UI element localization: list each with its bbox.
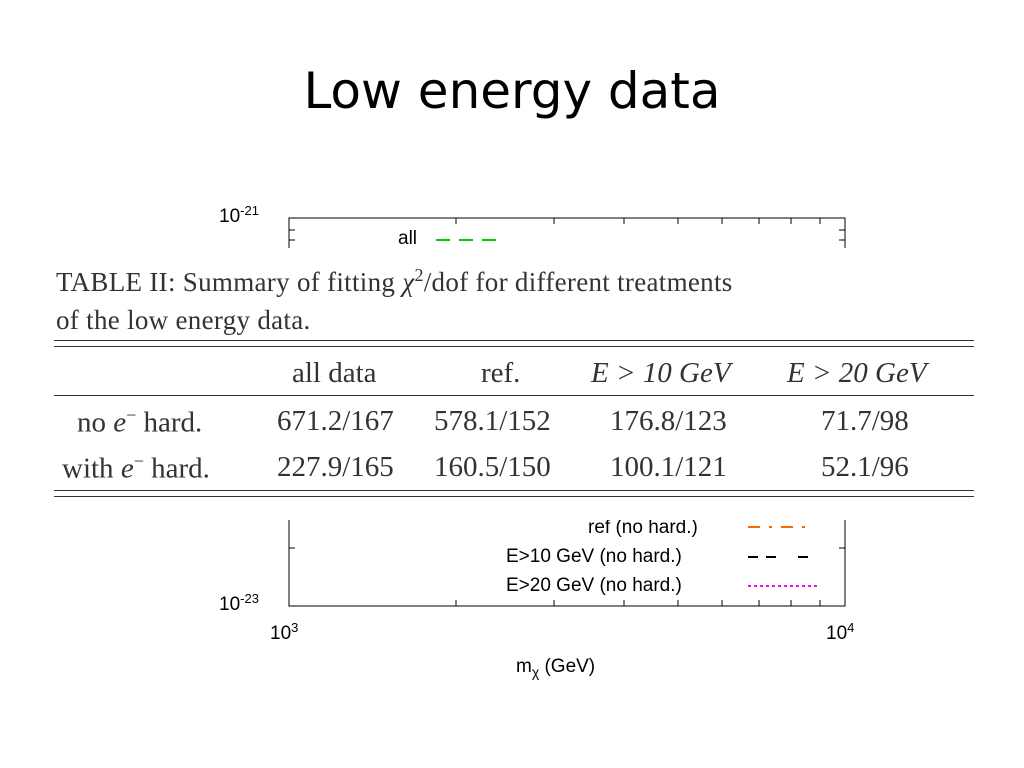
x-tick-right: 104 [826, 620, 855, 644]
legend-entry-ref: ref (no hard.) [588, 517, 698, 538]
y-tick-top: 10-21 [219, 203, 259, 227]
table-cell: 52.1/96 [821, 451, 909, 483]
legend-entry-e20: E>20 GeV (no hard.) [506, 575, 682, 596]
table-cell: 176.8/123 [610, 405, 727, 437]
legend-entry-all: all [398, 228, 418, 249]
side-ticks [289, 229, 845, 549]
table-cell: 578.1/152 [434, 405, 551, 437]
legend-entry-e10: E>10 GeV (no hard.) [506, 546, 682, 567]
table-caption-line2: of the low energy data. [56, 305, 311, 335]
table-rule-header [54, 395, 974, 396]
table-rule-top-2 [54, 346, 974, 347]
slide-title: Low energy data [303, 62, 721, 120]
table-caption-line1: TABLE II: Summary of fitting χ2/dof for … [56, 265, 733, 297]
table-row-label: no e− hard. [77, 405, 203, 439]
table-cell: 160.5/150 [434, 451, 551, 483]
table-header-e10: E > 10 GeV [591, 357, 731, 389]
table-image [0, 248, 1024, 520]
table-header-ref: ref. [481, 357, 521, 389]
legend-line-e20 [748, 585, 818, 587]
legend-line-all [436, 239, 504, 241]
table-row-label: with e− hard. [62, 451, 210, 485]
table-cell: 71.7/98 [821, 405, 909, 437]
table-caption: TABLE II: Summary of fitting χ2/dof for … [56, 256, 956, 339]
y-tick-bottom: 10-23 [219, 591, 259, 615]
x-axis-label: mχ (GeV) [516, 656, 596, 680]
table-rule-bottom-1 [54, 490, 974, 491]
legend-line-ref [748, 526, 806, 528]
table-cell: 100.1/121 [610, 451, 727, 483]
table-header-e20: E > 20 GeV [787, 357, 927, 389]
legend-line-e10 [748, 556, 808, 558]
top-ticks [455, 218, 821, 224]
table-rule-top-1 [54, 340, 974, 341]
table-rule-bottom-2 [54, 496, 974, 497]
table-header-all-data: all data [292, 357, 377, 389]
bottom-ticks [455, 600, 821, 606]
table-cell: 671.2/167 [277, 405, 394, 437]
table-cell: 227.9/165 [277, 451, 394, 483]
x-tick-left: 103 [270, 620, 299, 644]
